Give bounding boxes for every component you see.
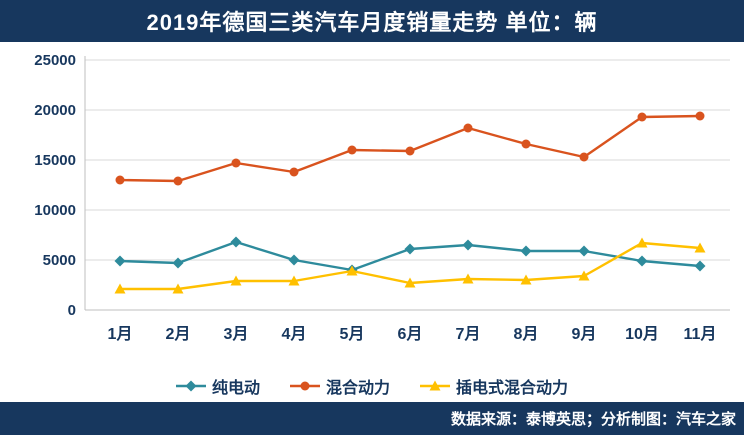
circle-marker bbox=[231, 158, 241, 168]
diamond-marker bbox=[172, 257, 184, 269]
y-tick-label: 20000 bbox=[34, 102, 76, 119]
x-tick-label: 9月 bbox=[572, 325, 597, 343]
legend-marker-icon bbox=[420, 380, 450, 391]
circle-marker bbox=[637, 112, 647, 122]
circle-marker bbox=[463, 123, 473, 133]
x-tick-label: 7月 bbox=[456, 325, 481, 343]
circle-marker bbox=[521, 139, 531, 149]
triangle-marker bbox=[694, 242, 706, 253]
y-tick-label: 0 bbox=[68, 302, 76, 319]
diamond-marker bbox=[230, 236, 242, 248]
triangle-marker bbox=[404, 277, 416, 288]
chart-title: 2019年德国三类汽车月度销量走势 单位：辆 bbox=[146, 10, 598, 35]
diamond-marker bbox=[636, 255, 648, 267]
legend-item-0: 纯电动 bbox=[175, 374, 260, 398]
chart-legend: 纯电动 混合动力 插电式混合动力 bbox=[0, 370, 744, 402]
x-tick-label: 3月 bbox=[224, 325, 249, 343]
diamond-marker bbox=[520, 245, 532, 257]
legend-item-1: 混合动力 bbox=[289, 374, 390, 398]
x-tick-label: 11月 bbox=[684, 325, 717, 343]
legend-marker-icon bbox=[289, 381, 320, 391]
x-tick-label: 8月 bbox=[514, 325, 539, 343]
x-tick-label: 10月 bbox=[625, 325, 659, 343]
x-tick-label: 2月 bbox=[166, 325, 191, 343]
legend-label: 纯电动 bbox=[211, 380, 260, 397]
y-tick-label: 15000 bbox=[34, 152, 76, 169]
x-tick-label: 1月 bbox=[108, 325, 133, 343]
y-tick-label: 5000 bbox=[43, 252, 76, 269]
x-tick-label: 6月 bbox=[398, 325, 423, 343]
line-chart: 0 5000 10000 15000 20000 25000 1月 2月 3月 4月 5月 6月 7月 8… bbox=[34, 52, 730, 343]
triangle-marker bbox=[230, 275, 242, 286]
legend-marker-icon bbox=[175, 380, 206, 392]
triangle-marker bbox=[346, 265, 358, 276]
x-tick-label: 4月 bbox=[282, 325, 307, 343]
circle-marker bbox=[300, 381, 310, 391]
footer-bar: 数据来源：泰博英思；分析制图：汽车之家 bbox=[0, 402, 744, 435]
circle-marker bbox=[173, 176, 183, 186]
diamond-marker bbox=[288, 254, 300, 266]
chart-area: 0 5000 10000 15000 20000 25000 1月 2月 3月 4月 5月 6月 7月 8… bbox=[0, 42, 744, 370]
source-note: 数据来源：泰博英思；分析制图：汽车之家 bbox=[450, 411, 736, 428]
title-bar: 2019年德国三类汽车月度销量走势 单位：辆 bbox=[0, 0, 744, 42]
diamond-marker bbox=[114, 255, 126, 267]
legend-label: 混合动力 bbox=[325, 380, 390, 397]
triangle-marker bbox=[114, 283, 126, 294]
legend-item-2: 插电式混合动力 bbox=[420, 374, 568, 398]
y-tick-label: 10000 bbox=[34, 202, 76, 219]
circle-marker bbox=[347, 145, 357, 155]
triangle-marker bbox=[288, 275, 300, 286]
circle-marker bbox=[289, 167, 299, 177]
circle-marker bbox=[695, 111, 705, 121]
triangle-marker bbox=[520, 274, 532, 285]
diamond-marker bbox=[462, 239, 474, 251]
legend-label: 插电式混合动力 bbox=[456, 380, 569, 397]
diamond-marker bbox=[404, 243, 416, 255]
triangle-marker bbox=[172, 283, 184, 294]
diamond-marker bbox=[694, 260, 706, 272]
triangle-marker bbox=[578, 270, 590, 281]
x-tick-label: 5月 bbox=[340, 325, 365, 343]
circle-marker bbox=[115, 175, 125, 185]
triangle-marker bbox=[636, 237, 648, 248]
diamond-marker bbox=[185, 380, 197, 392]
triangle-marker bbox=[429, 380, 441, 391]
triangle-marker bbox=[462, 273, 474, 284]
circle-marker bbox=[405, 146, 415, 156]
y-tick-label: 25000 bbox=[34, 52, 76, 69]
circle-marker bbox=[579, 152, 589, 162]
diamond-marker bbox=[578, 245, 590, 257]
